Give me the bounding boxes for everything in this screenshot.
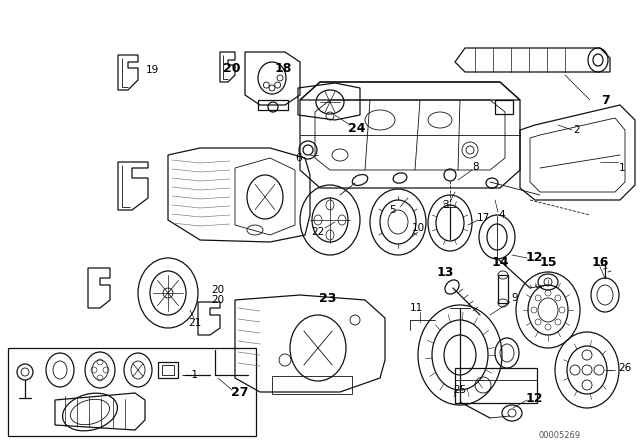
Text: 16: 16 <box>591 255 609 268</box>
Text: 7: 7 <box>600 94 609 107</box>
Text: 11: 11 <box>410 303 422 313</box>
Text: 2: 2 <box>573 125 580 135</box>
Text: 14: 14 <box>492 255 509 268</box>
Text: 5: 5 <box>390 205 396 215</box>
Text: 4: 4 <box>499 210 506 220</box>
Text: —1: —1 <box>182 370 198 380</box>
Text: 18: 18 <box>275 61 292 74</box>
Bar <box>258 100 288 110</box>
Text: 22: 22 <box>312 227 324 237</box>
Text: 15: 15 <box>540 255 557 268</box>
Text: 25: 25 <box>453 385 467 395</box>
Bar <box>455 368 537 403</box>
Text: 3: 3 <box>442 200 448 210</box>
Text: 17: 17 <box>476 213 490 223</box>
Text: 12: 12 <box>525 250 543 263</box>
Text: 10: 10 <box>412 223 424 233</box>
Text: 21: 21 <box>188 318 202 328</box>
Text: 20: 20 <box>223 61 241 74</box>
Bar <box>158 362 178 378</box>
Text: 13: 13 <box>436 266 454 279</box>
Text: 12: 12 <box>525 392 543 405</box>
Text: 6: 6 <box>296 153 302 163</box>
Text: 27: 27 <box>231 385 249 399</box>
Text: 20: 20 <box>211 285 225 295</box>
Bar <box>498 275 508 303</box>
Bar <box>272 376 352 394</box>
Text: 24: 24 <box>348 121 365 134</box>
Text: 19: 19 <box>145 65 159 75</box>
Text: 8: 8 <box>473 162 479 172</box>
Text: 23: 23 <box>319 292 337 305</box>
Bar <box>162 365 174 375</box>
Text: 9: 9 <box>512 293 518 303</box>
Text: 26: 26 <box>618 363 631 373</box>
Bar <box>495 100 513 114</box>
Text: 20: 20 <box>211 295 225 305</box>
Text: 00005269: 00005269 <box>539 431 581 439</box>
Bar <box>8 348 256 436</box>
Text: 1: 1 <box>619 163 625 173</box>
